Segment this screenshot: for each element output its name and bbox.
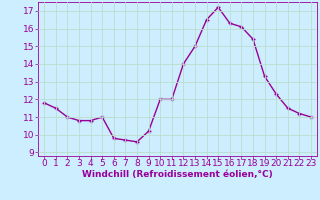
X-axis label: Windchill (Refroidissement éolien,°C): Windchill (Refroidissement éolien,°C): [82, 170, 273, 179]
